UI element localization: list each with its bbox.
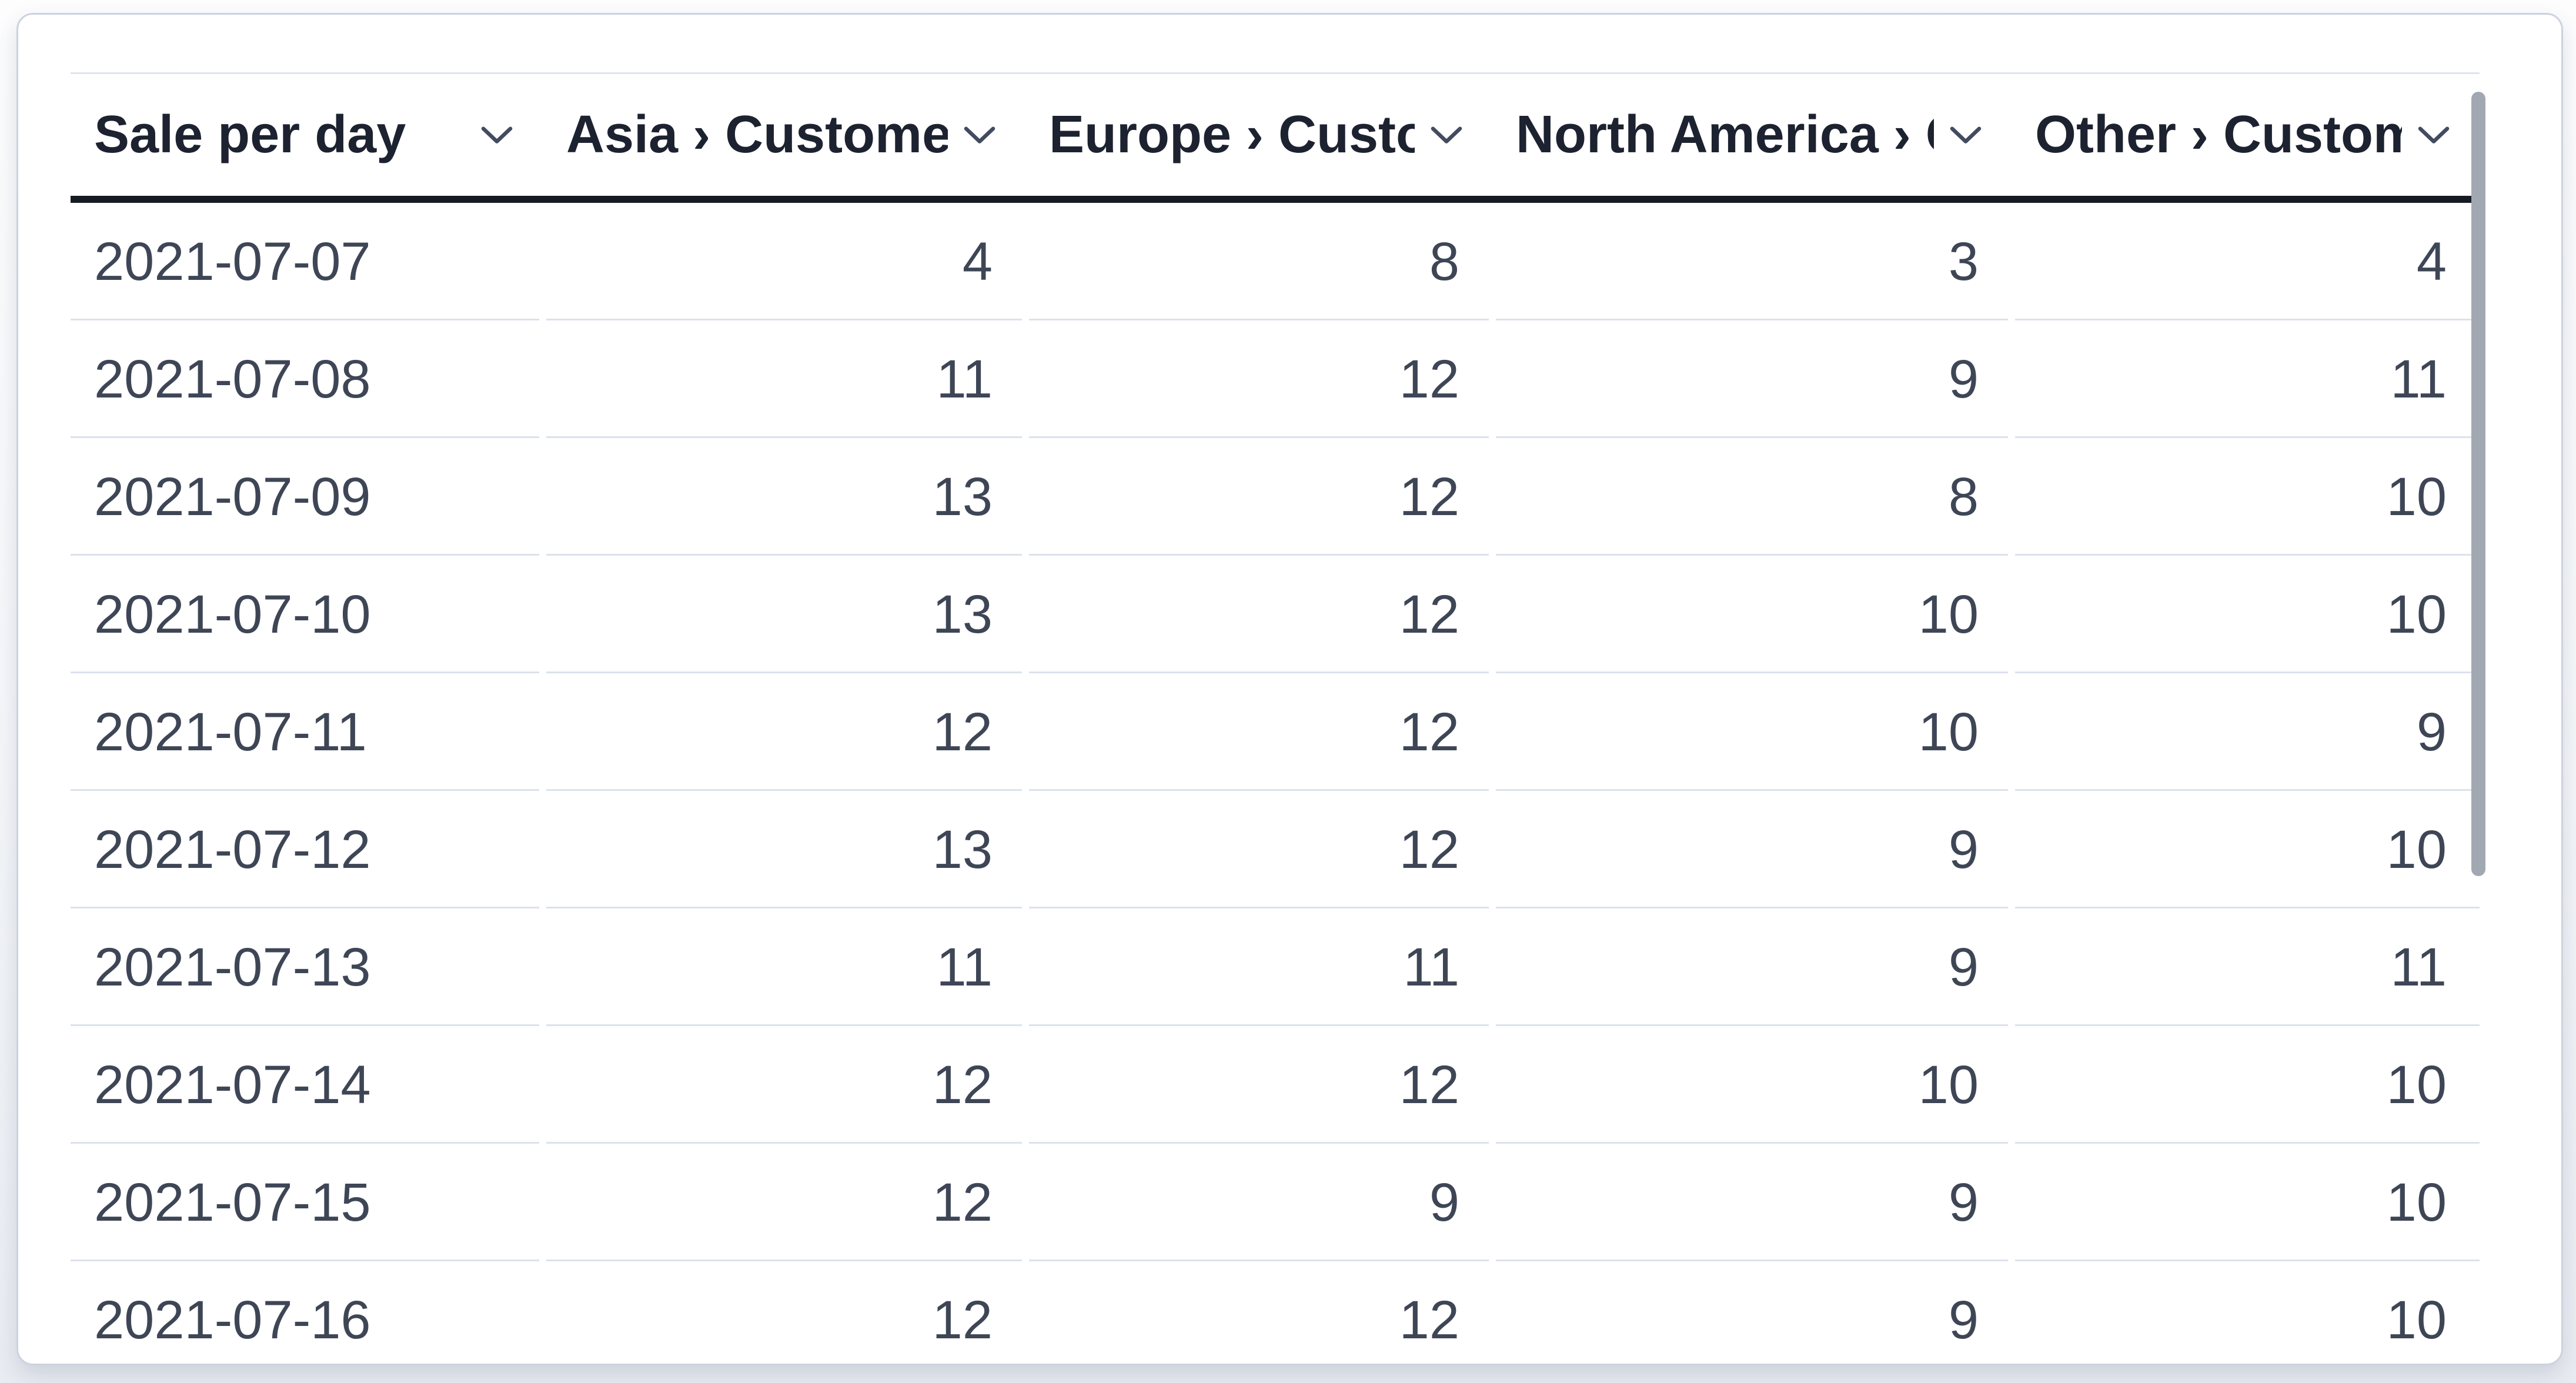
- table-cell-north-america[interactable]: 10: [1492, 1026, 2012, 1144]
- table-row: 2021-07-10 13 12 10 10: [71, 556, 2480, 673]
- table-row: 2021-07-13 11 11 9 11: [71, 908, 2480, 1026]
- table-cell-other[interactable]: 10: [2012, 1144, 2480, 1261]
- table-cell-north-america[interactable]: 9: [1492, 1144, 2012, 1261]
- table-cell-sale-per-day[interactable]: 2021-07-09: [71, 438, 543, 556]
- column-header-label: Asia › Customers: [566, 105, 948, 164]
- table-cell-north-america[interactable]: 3: [1492, 203, 2012, 320]
- table-cell-europe[interactable]: 12: [1025, 320, 1492, 438]
- table-cell-asia[interactable]: 13: [543, 556, 1025, 673]
- table-cell-sale-per-day[interactable]: 2021-07-12: [71, 791, 543, 908]
- column-header-label: North America › Customers: [1516, 105, 1934, 164]
- column-header-label: Other › Customers: [2035, 105, 2402, 164]
- table-row: 2021-07-14 12 12 10 10: [71, 1026, 2480, 1144]
- chevron-down-icon[interactable]: [2417, 126, 2450, 145]
- table-cell-europe[interactable]: 12: [1025, 556, 1492, 673]
- table-cell-north-america[interactable]: 9: [1492, 908, 2012, 1026]
- table-cell-other[interactable]: 11: [2012, 320, 2480, 438]
- table-cell-asia[interactable]: 12: [543, 673, 1025, 791]
- table-header-row: Sale per day Asia › Customers Europe › Cus…: [71, 72, 2480, 203]
- column-header-label: Europe › Customers: [1049, 105, 1415, 164]
- vertical-scrollbar-thumb[interactable]: [2471, 92, 2485, 876]
- table-cell-sale-per-day[interactable]: 2021-07-07: [71, 203, 543, 320]
- table-cell-sale-per-day[interactable]: 2021-07-13: [71, 908, 543, 1026]
- table-cell-north-america[interactable]: 8: [1492, 438, 2012, 556]
- column-header-asia[interactable]: Asia › Customers: [543, 74, 1025, 196]
- table-cell-asia[interactable]: 13: [543, 791, 1025, 908]
- table-cell-north-america[interactable]: 9: [1492, 1261, 2012, 1360]
- table-row: 2021-07-12 13 12 9 10: [71, 791, 2480, 908]
- table-cell-other[interactable]: 9: [2012, 673, 2480, 791]
- table-cell-europe[interactable]: 11: [1025, 908, 1492, 1026]
- chevron-down-icon[interactable]: [1430, 126, 1463, 145]
- table-cell-asia[interactable]: 12: [543, 1026, 1025, 1144]
- table-cell-sale-per-day[interactable]: 2021-07-15: [71, 1144, 543, 1261]
- table-cell-asia[interactable]: 13: [543, 438, 1025, 556]
- table-body: 2021-07-07 4 8 3 4 2021-07-08 11 12 9 11 2021-07-0…: [71, 203, 2480, 1360]
- table-cell-north-america[interactable]: 10: [1492, 673, 2012, 791]
- table-cell-north-america[interactable]: 9: [1492, 320, 2012, 438]
- table-cell-europe[interactable]: 8: [1025, 203, 1492, 320]
- table-cell-europe[interactable]: 12: [1025, 791, 1492, 908]
- table-cell-other[interactable]: 10: [2012, 791, 2480, 908]
- table-cell-asia[interactable]: 12: [543, 1144, 1025, 1261]
- table-cell-europe[interactable]: 12: [1025, 1261, 1492, 1360]
- chevron-down-icon[interactable]: [480, 126, 513, 145]
- table-cell-europe[interactable]: 12: [1025, 438, 1492, 556]
- table-row: 2021-07-16 12 12 9 10: [71, 1261, 2480, 1360]
- table-cell-other[interactable]: 10: [2012, 438, 2480, 556]
- table-cell-europe[interactable]: 9: [1025, 1144, 1492, 1261]
- table-cell-asia[interactable]: 12: [543, 1261, 1025, 1360]
- table-visualization: Sale per day Asia › Customers Europe › Cus…: [71, 72, 2480, 1360]
- table-cell-sale-per-day[interactable]: 2021-07-16: [71, 1261, 543, 1360]
- column-header-north-america[interactable]: North America › Customers: [1492, 74, 2012, 196]
- table-cell-north-america[interactable]: 9: [1492, 791, 2012, 908]
- table-cell-sale-per-day[interactable]: 2021-07-11: [71, 673, 543, 791]
- table-row: 2021-07-08 11 12 9 11: [71, 320, 2480, 438]
- column-header-other[interactable]: Other › Customers: [2012, 74, 2480, 196]
- column-header-label: Sale per day: [94, 105, 406, 164]
- table-row: 2021-07-15 12 9 9 10: [71, 1144, 2480, 1261]
- table-cell-europe[interactable]: 12: [1025, 1026, 1492, 1144]
- table-cell-other[interactable]: 10: [2012, 1026, 2480, 1144]
- chevron-down-icon[interactable]: [1949, 126, 1982, 145]
- table-cell-sale-per-day[interactable]: 2021-07-14: [71, 1026, 543, 1144]
- table-cell-asia[interactable]: 11: [543, 320, 1025, 438]
- table-cell-other[interactable]: 4: [2012, 203, 2480, 320]
- column-header-europe[interactable]: Europe › Customers: [1025, 74, 1492, 196]
- table-cell-other[interactable]: 10: [2012, 556, 2480, 673]
- table-cell-sale-per-day[interactable]: 2021-07-10: [71, 556, 543, 673]
- table-cell-asia[interactable]: 11: [543, 908, 1025, 1026]
- table-cell-other[interactable]: 11: [2012, 908, 2480, 1026]
- table-cell-north-america[interactable]: 10: [1492, 556, 2012, 673]
- table-cell-sale-per-day[interactable]: 2021-07-08: [71, 320, 543, 438]
- table-row: 2021-07-11 12 12 10 9: [71, 673, 2480, 791]
- table-card: Sale per day Asia › Customers Europe › Cus…: [16, 13, 2563, 1365]
- chevron-down-icon[interactable]: [963, 126, 996, 145]
- column-header-sale-per-day[interactable]: Sale per day: [71, 74, 543, 196]
- table-cell-other[interactable]: 10: [2012, 1261, 2480, 1360]
- table-row: 2021-07-07 4 8 3 4: [71, 203, 2480, 320]
- table-cell-europe[interactable]: 12: [1025, 673, 1492, 791]
- table-row: 2021-07-09 13 12 8 10: [71, 438, 2480, 556]
- table-cell-asia[interactable]: 4: [543, 203, 1025, 320]
